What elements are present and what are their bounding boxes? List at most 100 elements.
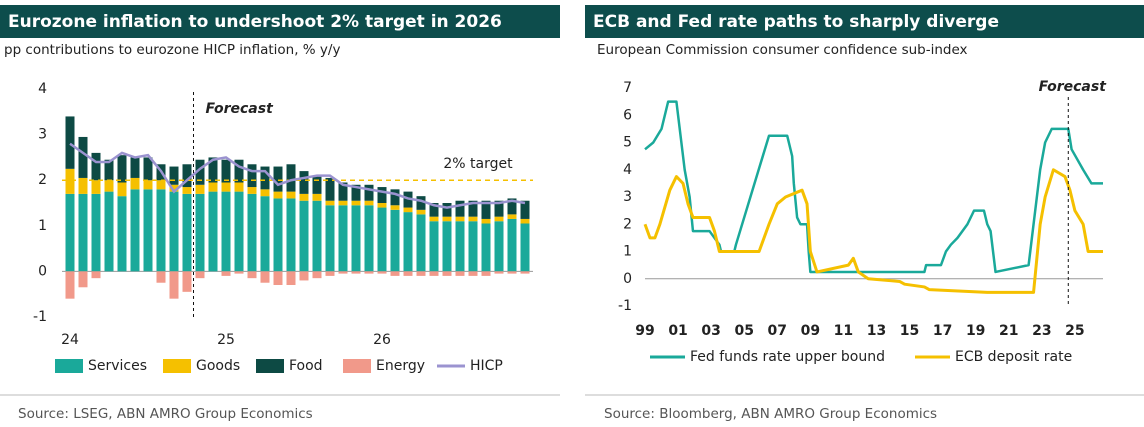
bar-segment [208, 182, 218, 192]
bar-segment [390, 189, 400, 206]
x-tick-label: 03 [701, 323, 720, 339]
bar-segment [65, 168, 75, 194]
bar-segment [312, 200, 322, 272]
bar-segment [78, 177, 88, 194]
chart-title: Eurozone inflation to undershoot 2% targ… [8, 12, 502, 32]
forecast-label: Forecast [206, 101, 275, 117]
bar-segment [416, 209, 426, 215]
bar-segment [338, 205, 348, 272]
chart-title: ECB and Fed rate paths to sharply diverg… [593, 12, 999, 32]
bar-segment [195, 193, 205, 272]
subtitle: European Commission consumer confidence … [597, 42, 968, 58]
y-tick-label: 6 [623, 107, 632, 123]
bar-segment [299, 193, 309, 201]
bar-segment [351, 184, 361, 201]
bar-segment [247, 164, 257, 188]
bar-segment [78, 136, 88, 178]
bar-segment [182, 271, 192, 292]
bar-segment [325, 205, 335, 272]
x-tick-label: 26 [373, 332, 391, 348]
bar-segment [260, 271, 270, 283]
legend-swatch [256, 359, 284, 373]
bar-segment [520, 200, 530, 219]
bar-segment [312, 271, 322, 279]
legend-swatch [343, 359, 371, 373]
bar-segment [494, 271, 504, 274]
y-tick-label: 4 [623, 162, 632, 178]
bar-segment [312, 175, 322, 194]
legend-label: Food [289, 358, 323, 374]
bar-segment [65, 193, 75, 272]
bar-segment [260, 196, 270, 272]
bar-segment [156, 180, 166, 190]
bar-segment [455, 221, 465, 272]
legend-label: ECB deposit rate [955, 349, 1072, 365]
bar-segment [468, 271, 478, 276]
rate-line [643, 168, 1103, 294]
bar-segment [273, 271, 283, 285]
bar-segment [117, 196, 127, 272]
legend-label: Services [88, 358, 147, 374]
bar-segment [416, 214, 426, 272]
y-tick-label: 1 [38, 218, 47, 234]
x-tick-label: 99 [635, 323, 654, 339]
x-tick-label: 15 [900, 323, 919, 339]
y-tick-label: -1 [33, 309, 47, 325]
bar-segment [130, 189, 140, 272]
bar-segment [91, 271, 101, 279]
bar-segment [455, 271, 465, 276]
bar-segment [143, 180, 153, 190]
bar-segment [286, 164, 296, 192]
bar-segment [65, 116, 75, 169]
bar-segment [468, 221, 478, 272]
bar-segment [169, 191, 179, 272]
bar-segment [403, 212, 413, 272]
bar-segment [377, 271, 387, 274]
bar-segment [429, 271, 439, 276]
title-bar [585, 5, 1144, 38]
bar-segment [442, 203, 452, 217]
bar-segment [364, 205, 374, 272]
bar-segment [520, 271, 530, 274]
bar-segment [117, 182, 127, 197]
bar-segment [234, 191, 244, 272]
bar-segment [338, 271, 348, 274]
bar-segment [455, 216, 465, 222]
bar-segment [221, 159, 231, 183]
x-tick-label: 25 [217, 332, 235, 348]
bar-segment [338, 200, 348, 206]
bar-segment [520, 223, 530, 272]
bar-segment [143, 189, 153, 272]
y-tick-label: 3 [38, 127, 47, 143]
x-tick-label: 11 [834, 323, 853, 339]
x-tick-label: 24 [61, 332, 79, 348]
bar-segment [104, 191, 114, 272]
bar-segment [221, 271, 231, 276]
bar-segment [325, 271, 335, 276]
legend-label: Goods [196, 358, 240, 374]
bar-segment [156, 189, 166, 272]
forecast-label: Forecast [1039, 79, 1108, 95]
bar-segment [286, 191, 296, 199]
x-tick-label: 19 [966, 323, 985, 339]
bar-segment [247, 271, 257, 279]
bar-segment [273, 198, 283, 272]
x-tick-label: 09 [801, 323, 820, 339]
bar-segment [429, 221, 439, 272]
bar-segment [286, 271, 296, 285]
bar-segment [481, 223, 491, 272]
bar-segment [234, 159, 244, 183]
bar-segment [104, 159, 114, 181]
bar-segment [325, 177, 335, 201]
bar-segment [429, 203, 439, 217]
bar-segment [416, 271, 426, 276]
bar-segment [65, 271, 75, 299]
bar-segment [364, 271, 374, 274]
y-tick-label: 2 [623, 216, 632, 232]
bar-segment [182, 193, 192, 272]
bar-segment [390, 209, 400, 272]
bar-segment [468, 200, 478, 217]
y-tick-label: 0 [623, 271, 632, 287]
bar-segment [182, 164, 192, 188]
